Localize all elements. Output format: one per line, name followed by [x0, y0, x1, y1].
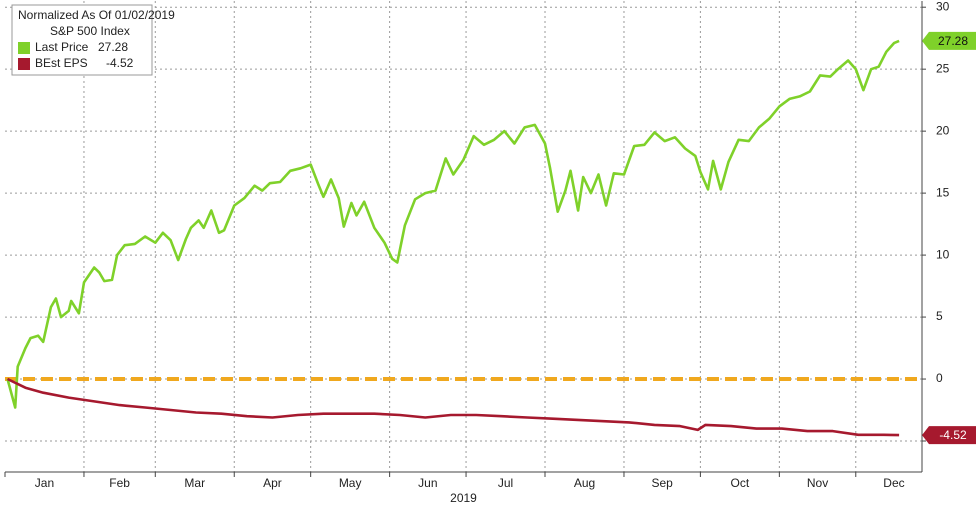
- x-tick-label: Oct: [731, 476, 750, 490]
- legend-swatch: [18, 42, 30, 54]
- y-tick-label: 5: [936, 309, 943, 323]
- legend-value: 27.28: [98, 40, 128, 54]
- x-tick-label: Jun: [418, 476, 437, 490]
- x-tick-label: Mar: [184, 476, 205, 490]
- legend-label: BEst EPS: [35, 56, 88, 70]
- x-tick-label: Jul: [498, 476, 513, 490]
- x-tick-label: Nov: [807, 476, 828, 490]
- x-axis-label: 2019: [450, 491, 477, 505]
- legend-value: -4.52: [106, 56, 134, 70]
- last-value-text: 27.28: [938, 34, 968, 48]
- x-tick-label: May: [339, 476, 362, 490]
- x-tick-label: Jan: [35, 476, 54, 490]
- y-tick-label: 15: [936, 185, 950, 199]
- y-tick-label: 0: [936, 371, 943, 385]
- last-value-label: 27.28: [922, 31, 976, 50]
- x-tick-label: Aug: [574, 476, 595, 490]
- legend-subtitle: S&P 500 Index: [50, 24, 130, 38]
- y-tick-label: 20: [936, 123, 950, 137]
- series-line: [6, 39, 900, 409]
- legend-title: Normalized As Of 01/02/2019: [18, 8, 175, 22]
- last-value-box: [922, 31, 976, 50]
- legend-swatch: [18, 58, 30, 70]
- series-line: [6, 377, 900, 437]
- x-tick-label: Dec: [883, 476, 904, 490]
- last-value-box: [922, 426, 976, 445]
- legend-label: Last Price: [35, 40, 89, 54]
- x-tick-label: Sep: [652, 476, 674, 490]
- last-value-label: -4.52: [922, 426, 976, 445]
- x-tick-label: Apr: [263, 476, 282, 490]
- x-tick-label: Feb: [109, 476, 130, 490]
- legend-box: [11, 4, 153, 76]
- last-value-text: -4.52: [939, 428, 967, 442]
- legend: Normalized As Of 01/02/2019 S&P 500 Index…: [11, 4, 175, 76]
- y-tick-label: 30: [936, 0, 950, 13]
- y-tick-label: 10: [936, 247, 950, 261]
- y-tick-label: 25: [936, 61, 950, 75]
